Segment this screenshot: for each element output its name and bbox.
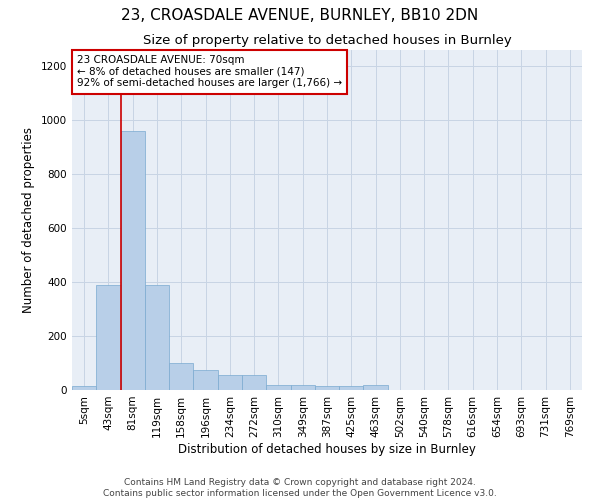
Text: Contains HM Land Registry data © Crown copyright and database right 2024.
Contai: Contains HM Land Registry data © Crown c… [103,478,497,498]
Bar [218,375,242,390]
Y-axis label: Number of detached properties: Number of detached properties [22,127,35,313]
Bar [290,384,315,390]
Bar [266,384,290,390]
Bar [169,363,193,390]
Title: Size of property relative to detached houses in Burnley: Size of property relative to detached ho… [143,34,511,48]
Bar [72,386,96,390]
Bar [96,285,121,390]
Bar [242,375,266,390]
X-axis label: Distribution of detached houses by size in Burnley: Distribution of detached houses by size … [178,442,476,456]
Bar [315,386,339,390]
Bar [364,384,388,390]
Text: 23, CROASDALE AVENUE, BURNLEY, BB10 2DN: 23, CROASDALE AVENUE, BURNLEY, BB10 2DN [121,8,479,22]
Bar [145,285,169,390]
Bar [193,370,218,390]
Bar [339,386,364,390]
Text: 23 CROASDALE AVENUE: 70sqm
← 8% of detached houses are smaller (147)
92% of semi: 23 CROASDALE AVENUE: 70sqm ← 8% of detac… [77,55,342,88]
Bar [121,131,145,390]
